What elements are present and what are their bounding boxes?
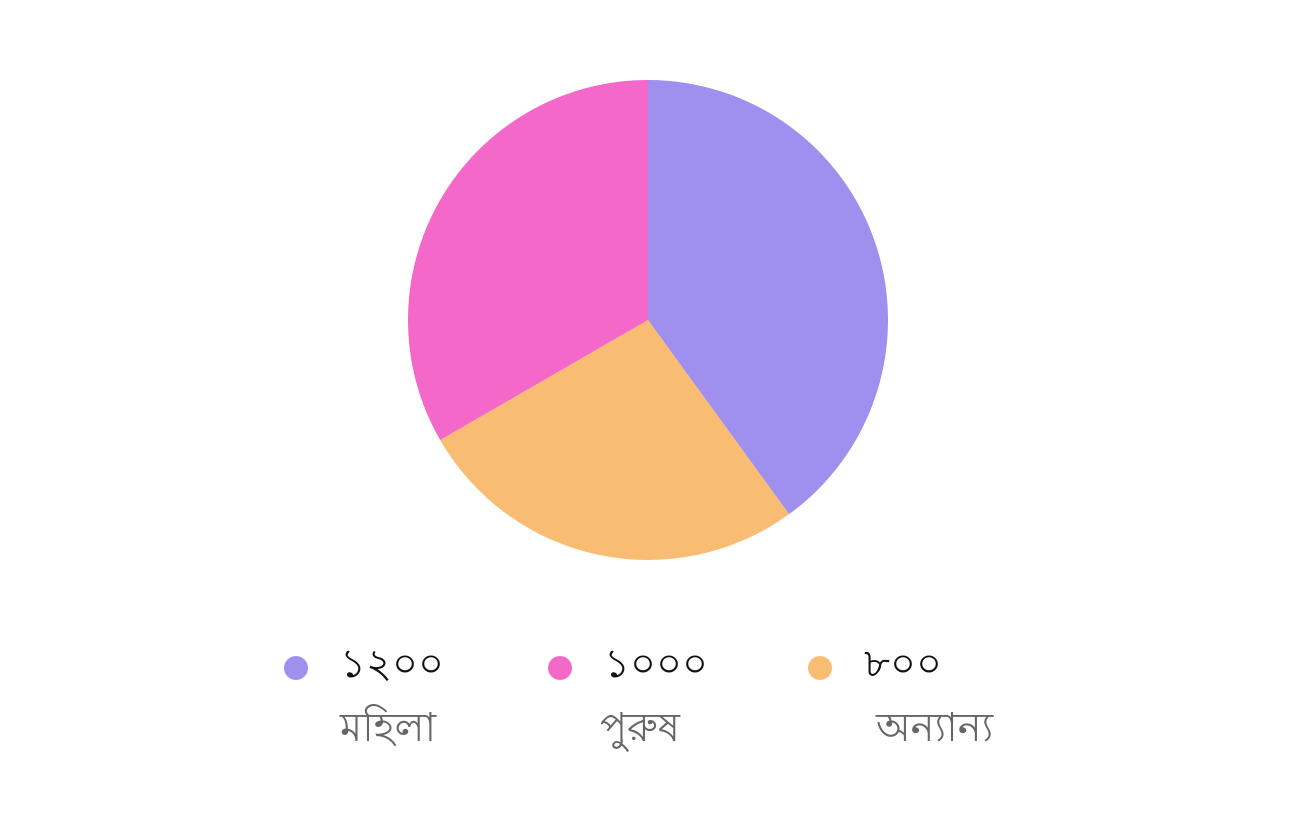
legend-label-male: পুরুষ [600, 705, 680, 751]
legend-value-female: ১২০০ [340, 641, 444, 687]
pie-slice-male [408, 80, 648, 440]
legend-swatch-other [808, 656, 832, 680]
legend-value-male: ১০০০ [604, 641, 708, 687]
legend-label-other: অন্যান্য [876, 705, 994, 751]
legend-label-female: মহিলা [340, 705, 437, 751]
legend-value-other: ৮০০ [864, 641, 942, 687]
pie-slice-female [648, 80, 888, 515]
pie-slice-other [440, 320, 790, 560]
legend-swatch-female [284, 656, 308, 680]
legend-swatch-male [548, 656, 572, 680]
